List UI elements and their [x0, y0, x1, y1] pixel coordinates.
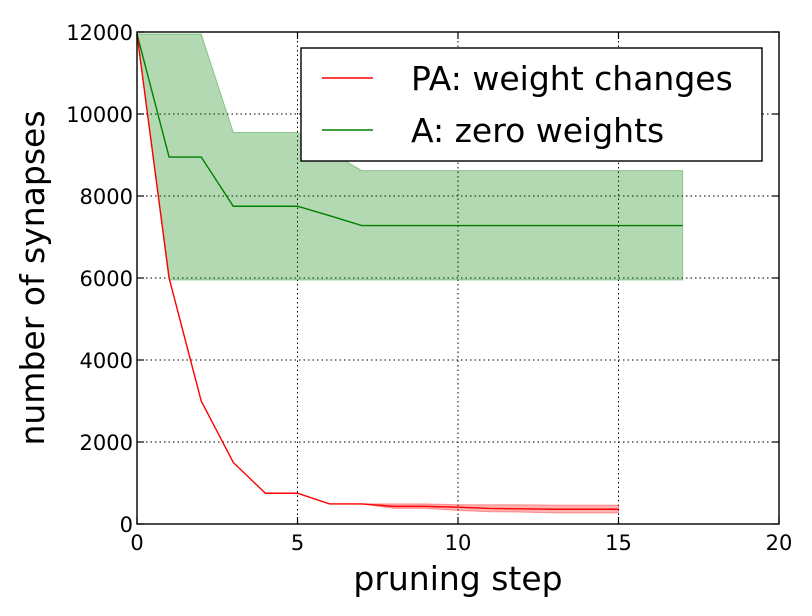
legend: PA: weight changes A: zero weights	[300, 47, 763, 162]
y-tick-label: 10000	[66, 103, 133, 127]
x-tick-label: 20	[766, 531, 793, 555]
line-series-0	[136, 33, 619, 510]
series-lines	[136, 33, 683, 510]
x-axis-label: pruning step	[353, 559, 562, 598]
x-tick-label: 0	[130, 531, 143, 555]
y-tick-label: 0	[120, 513, 133, 537]
x-tick-label: 10	[445, 531, 472, 555]
y-tick-label: 4000	[80, 349, 133, 373]
y-tick-label: 6000	[80, 267, 133, 291]
ticks: 0 5 10 15 20 0 2000 4000 6000 8000 10000 12000	[66, 21, 792, 555]
y-tick-label: 12000	[66, 21, 133, 45]
legend-box	[300, 47, 763, 162]
y-tick-label: 2000	[80, 431, 133, 455]
x-tick-label: 15	[605, 531, 632, 555]
y-tick-label: 8000	[80, 185, 133, 209]
legend-label-pa: PA: weight changes	[411, 59, 733, 98]
x-tick-label: 5	[291, 531, 304, 555]
y-axis-label: number of synapses	[13, 110, 52, 445]
line-series-1	[136, 33, 683, 227]
legend-label-a: A: zero weights	[411, 111, 664, 150]
